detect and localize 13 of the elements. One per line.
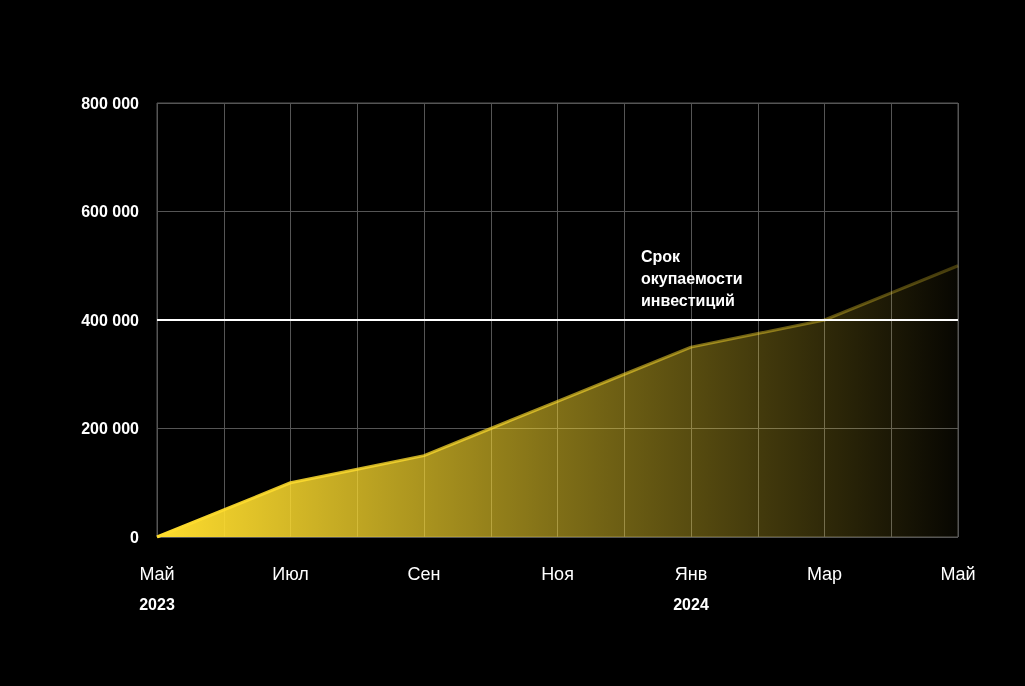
- y-tick-label: 400 000: [81, 311, 140, 329]
- ref-line-label: Срок окупаемости инвестиций: [641, 247, 748, 309]
- x-tick-label: Ноя: [541, 564, 574, 584]
- y-tick-label: 800 000: [81, 94, 140, 112]
- x-tick-label: Май 2023: [139, 564, 175, 613]
- y-tick-label: 200 000: [81, 420, 140, 437]
- x-tick-label: Июл: [272, 564, 309, 584]
- y-tick-label: 600 000: [81, 203, 140, 220]
- x-tick-label: Янв 2024: [673, 564, 709, 613]
- x-tick-label: Мар: [806, 564, 843, 584]
- x-tick-label: Сен: [407, 564, 441, 584]
- y-tick-label: 0: [130, 528, 140, 546]
- x-tick-label: Май: [940, 564, 976, 584]
